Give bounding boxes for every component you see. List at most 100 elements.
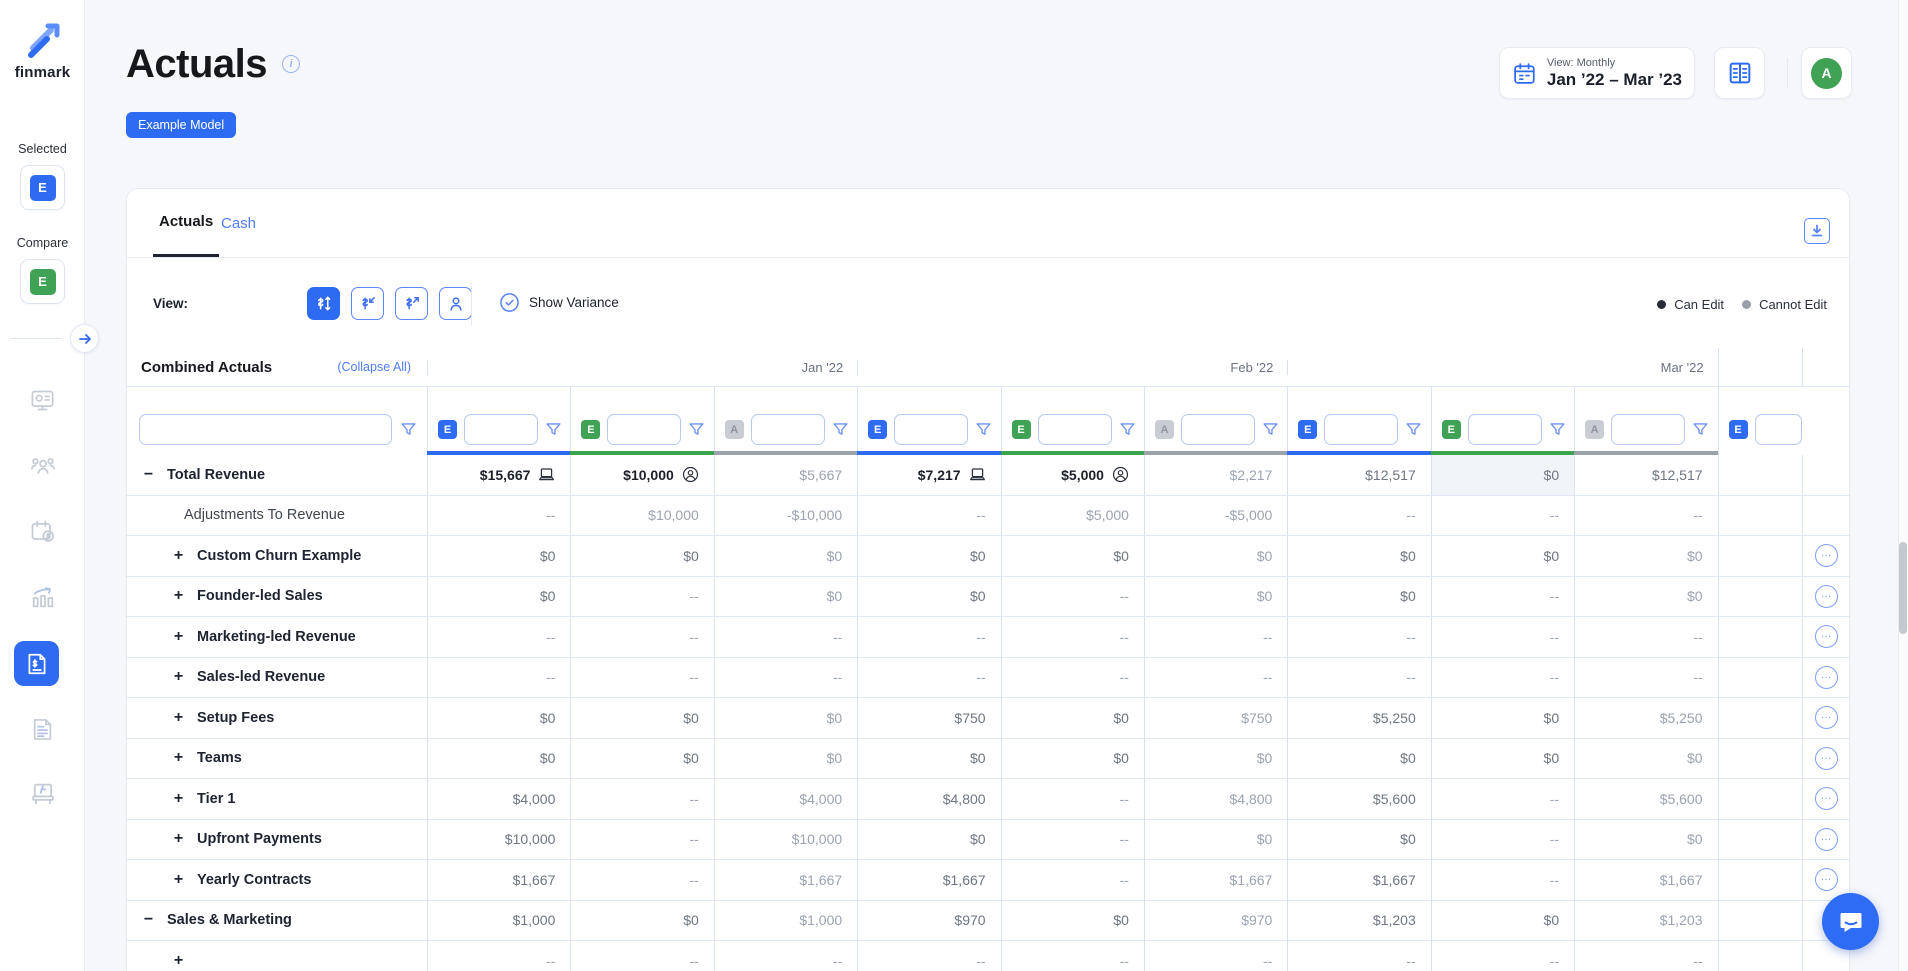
value-cell[interactable]: --: [857, 941, 1000, 971]
value-cell[interactable]: $4,000: [427, 779, 570, 819]
row-menu-button[interactable]: …: [1815, 827, 1839, 851]
column-filter-input[interactable]: [1611, 414, 1686, 445]
expand-row-button[interactable]: +: [173, 830, 184, 848]
value-cell[interactable]: --: [427, 495, 570, 535]
value-cell[interactable]: --: [713, 657, 857, 697]
value-cell[interactable]: $0: [1287, 819, 1430, 859]
value-cell[interactable]: --: [1430, 617, 1574, 657]
value-cell[interactable]: $1,000: [427, 900, 570, 940]
filter-icon[interactable]: [1549, 421, 1566, 438]
row-menu-button[interactable]: …: [1815, 787, 1839, 811]
sidebar-item-team[interactable]: [14, 443, 71, 489]
expand-row-button[interactable]: +: [173, 627, 184, 645]
value-cell[interactable]: $10,000: [570, 455, 713, 495]
value-cell[interactable]: $1,667: [1287, 860, 1430, 900]
value-cell[interactable]: --: [857, 495, 1000, 535]
value-cell[interactable]: $10,000: [427, 819, 570, 859]
account-button[interactable]: A: [1801, 47, 1852, 99]
value-cell[interactable]: --: [1430, 860, 1574, 900]
value-cell[interactable]: $0: [570, 698, 713, 738]
value-cell[interactable]: $0: [857, 738, 1000, 778]
compare-scenario-card[interactable]: E: [20, 259, 65, 304]
value-cell[interactable]: $0: [1143, 738, 1287, 778]
value-cell[interactable]: --: [570, 860, 713, 900]
column-filter-input[interactable]: [1324, 414, 1399, 445]
sidebar-item-actuals[interactable]: [14, 641, 59, 686]
tab-cash[interactable]: Cash: [221, 214, 257, 232]
column-filter-input[interactable]: [1467, 414, 1542, 445]
filter-icon[interactable]: [400, 421, 417, 438]
column-filter-input[interactable]: [894, 414, 969, 445]
value-cell[interactable]: --: [713, 941, 857, 971]
value-cell[interactable]: $0: [427, 698, 570, 738]
value-cell[interactable]: --: [1287, 941, 1430, 971]
collapse-row-button[interactable]: −: [143, 911, 154, 929]
row-menu-button[interactable]: …: [1815, 625, 1839, 649]
value-cell[interactable]: --: [1143, 657, 1287, 697]
value-cell[interactable]: --: [1287, 495, 1430, 535]
row-menu-button[interactable]: …: [1815, 544, 1839, 568]
filter-icon[interactable]: [688, 421, 705, 438]
value-cell[interactable]: --: [570, 657, 713, 697]
value-cell[interactable]: $0: [1000, 900, 1144, 940]
view-headcount-button[interactable]: [439, 287, 472, 320]
filter-icon[interactable]: [1119, 421, 1136, 438]
value-cell[interactable]: $5,600: [1287, 779, 1430, 819]
value-cell[interactable]: --: [1287, 617, 1430, 657]
value-cell[interactable]: --: [1430, 495, 1574, 535]
value-cell[interactable]: --: [1143, 941, 1287, 971]
column-filter-input[interactable]: [1037, 414, 1112, 445]
value-cell[interactable]: $0: [1574, 536, 1717, 576]
value-cell[interactable]: $0: [1287, 576, 1430, 616]
value-cell[interactable]: $0: [1000, 698, 1144, 738]
value-cell[interactable]: --: [427, 657, 570, 697]
value-cell[interactable]: $970: [1143, 900, 1287, 940]
value-cell[interactable]: $10,000: [713, 819, 857, 859]
value-cell[interactable]: $1,667: [1143, 860, 1287, 900]
value-cell[interactable]: --: [1143, 617, 1287, 657]
value-cell[interactable]: $750: [1143, 698, 1287, 738]
sidebar-item-reports[interactable]: [14, 706, 71, 752]
value-cell[interactable]: --: [1430, 657, 1574, 697]
filter-icon[interactable]: [545, 421, 562, 438]
value-cell[interactable]: $0: [1430, 455, 1575, 495]
value-cell[interactable]: $0: [713, 536, 857, 576]
view-all-flows-button[interactable]: [307, 287, 340, 320]
table-view-button[interactable]: [1714, 47, 1765, 99]
filter-icon[interactable]: [975, 421, 992, 438]
expand-row-button[interactable]: +: [173, 546, 184, 564]
expand-row-button[interactable]: +: [173, 708, 184, 726]
value-cell[interactable]: $1,000: [713, 900, 857, 940]
value-cell[interactable]: --: [1000, 819, 1144, 859]
download-button[interactable]: [1804, 218, 1830, 244]
column-filter-input[interactable]: [1754, 414, 1802, 445]
column-filter-input[interactable]: [607, 414, 682, 445]
expand-row-button[interactable]: +: [173, 668, 184, 686]
sidebar-item-metrics[interactable]: [14, 574, 71, 620]
view-outflows-button[interactable]: [395, 287, 428, 320]
column-filter-input[interactable]: [1180, 414, 1255, 445]
row-menu-button[interactable]: …: [1815, 868, 1839, 892]
value-cell[interactable]: --: [1430, 941, 1574, 971]
value-cell[interactable]: --: [1000, 576, 1144, 616]
value-cell[interactable]: $0: [1574, 738, 1717, 778]
name-filter-input[interactable]: [139, 414, 392, 445]
value-cell[interactable]: $1,667: [1574, 860, 1717, 900]
finmark-logo[interactable]: finmark: [0, 18, 85, 81]
value-cell[interactable]: $1,667: [857, 860, 1000, 900]
row-menu-button[interactable]: …: [1815, 706, 1839, 730]
value-cell[interactable]: --: [427, 617, 570, 657]
value-cell[interactable]: $5,250: [1287, 698, 1430, 738]
value-cell[interactable]: $1,203: [1574, 900, 1717, 940]
value-cell[interactable]: $0: [1574, 576, 1717, 616]
value-cell[interactable]: $0: [1143, 819, 1287, 859]
expand-row-button[interactable]: +: [173, 789, 184, 807]
value-cell[interactable]: $0: [1143, 536, 1287, 576]
value-cell[interactable]: $1,667: [427, 860, 570, 900]
value-cell[interactable]: --: [1430, 779, 1574, 819]
example-model-badge[interactable]: Example Model: [126, 112, 237, 138]
value-cell[interactable]: $0: [1287, 536, 1430, 576]
column-filter-input[interactable]: [464, 414, 538, 445]
view-inflows-button[interactable]: [351, 287, 384, 320]
expand-row-button[interactable]: +: [173, 951, 184, 969]
